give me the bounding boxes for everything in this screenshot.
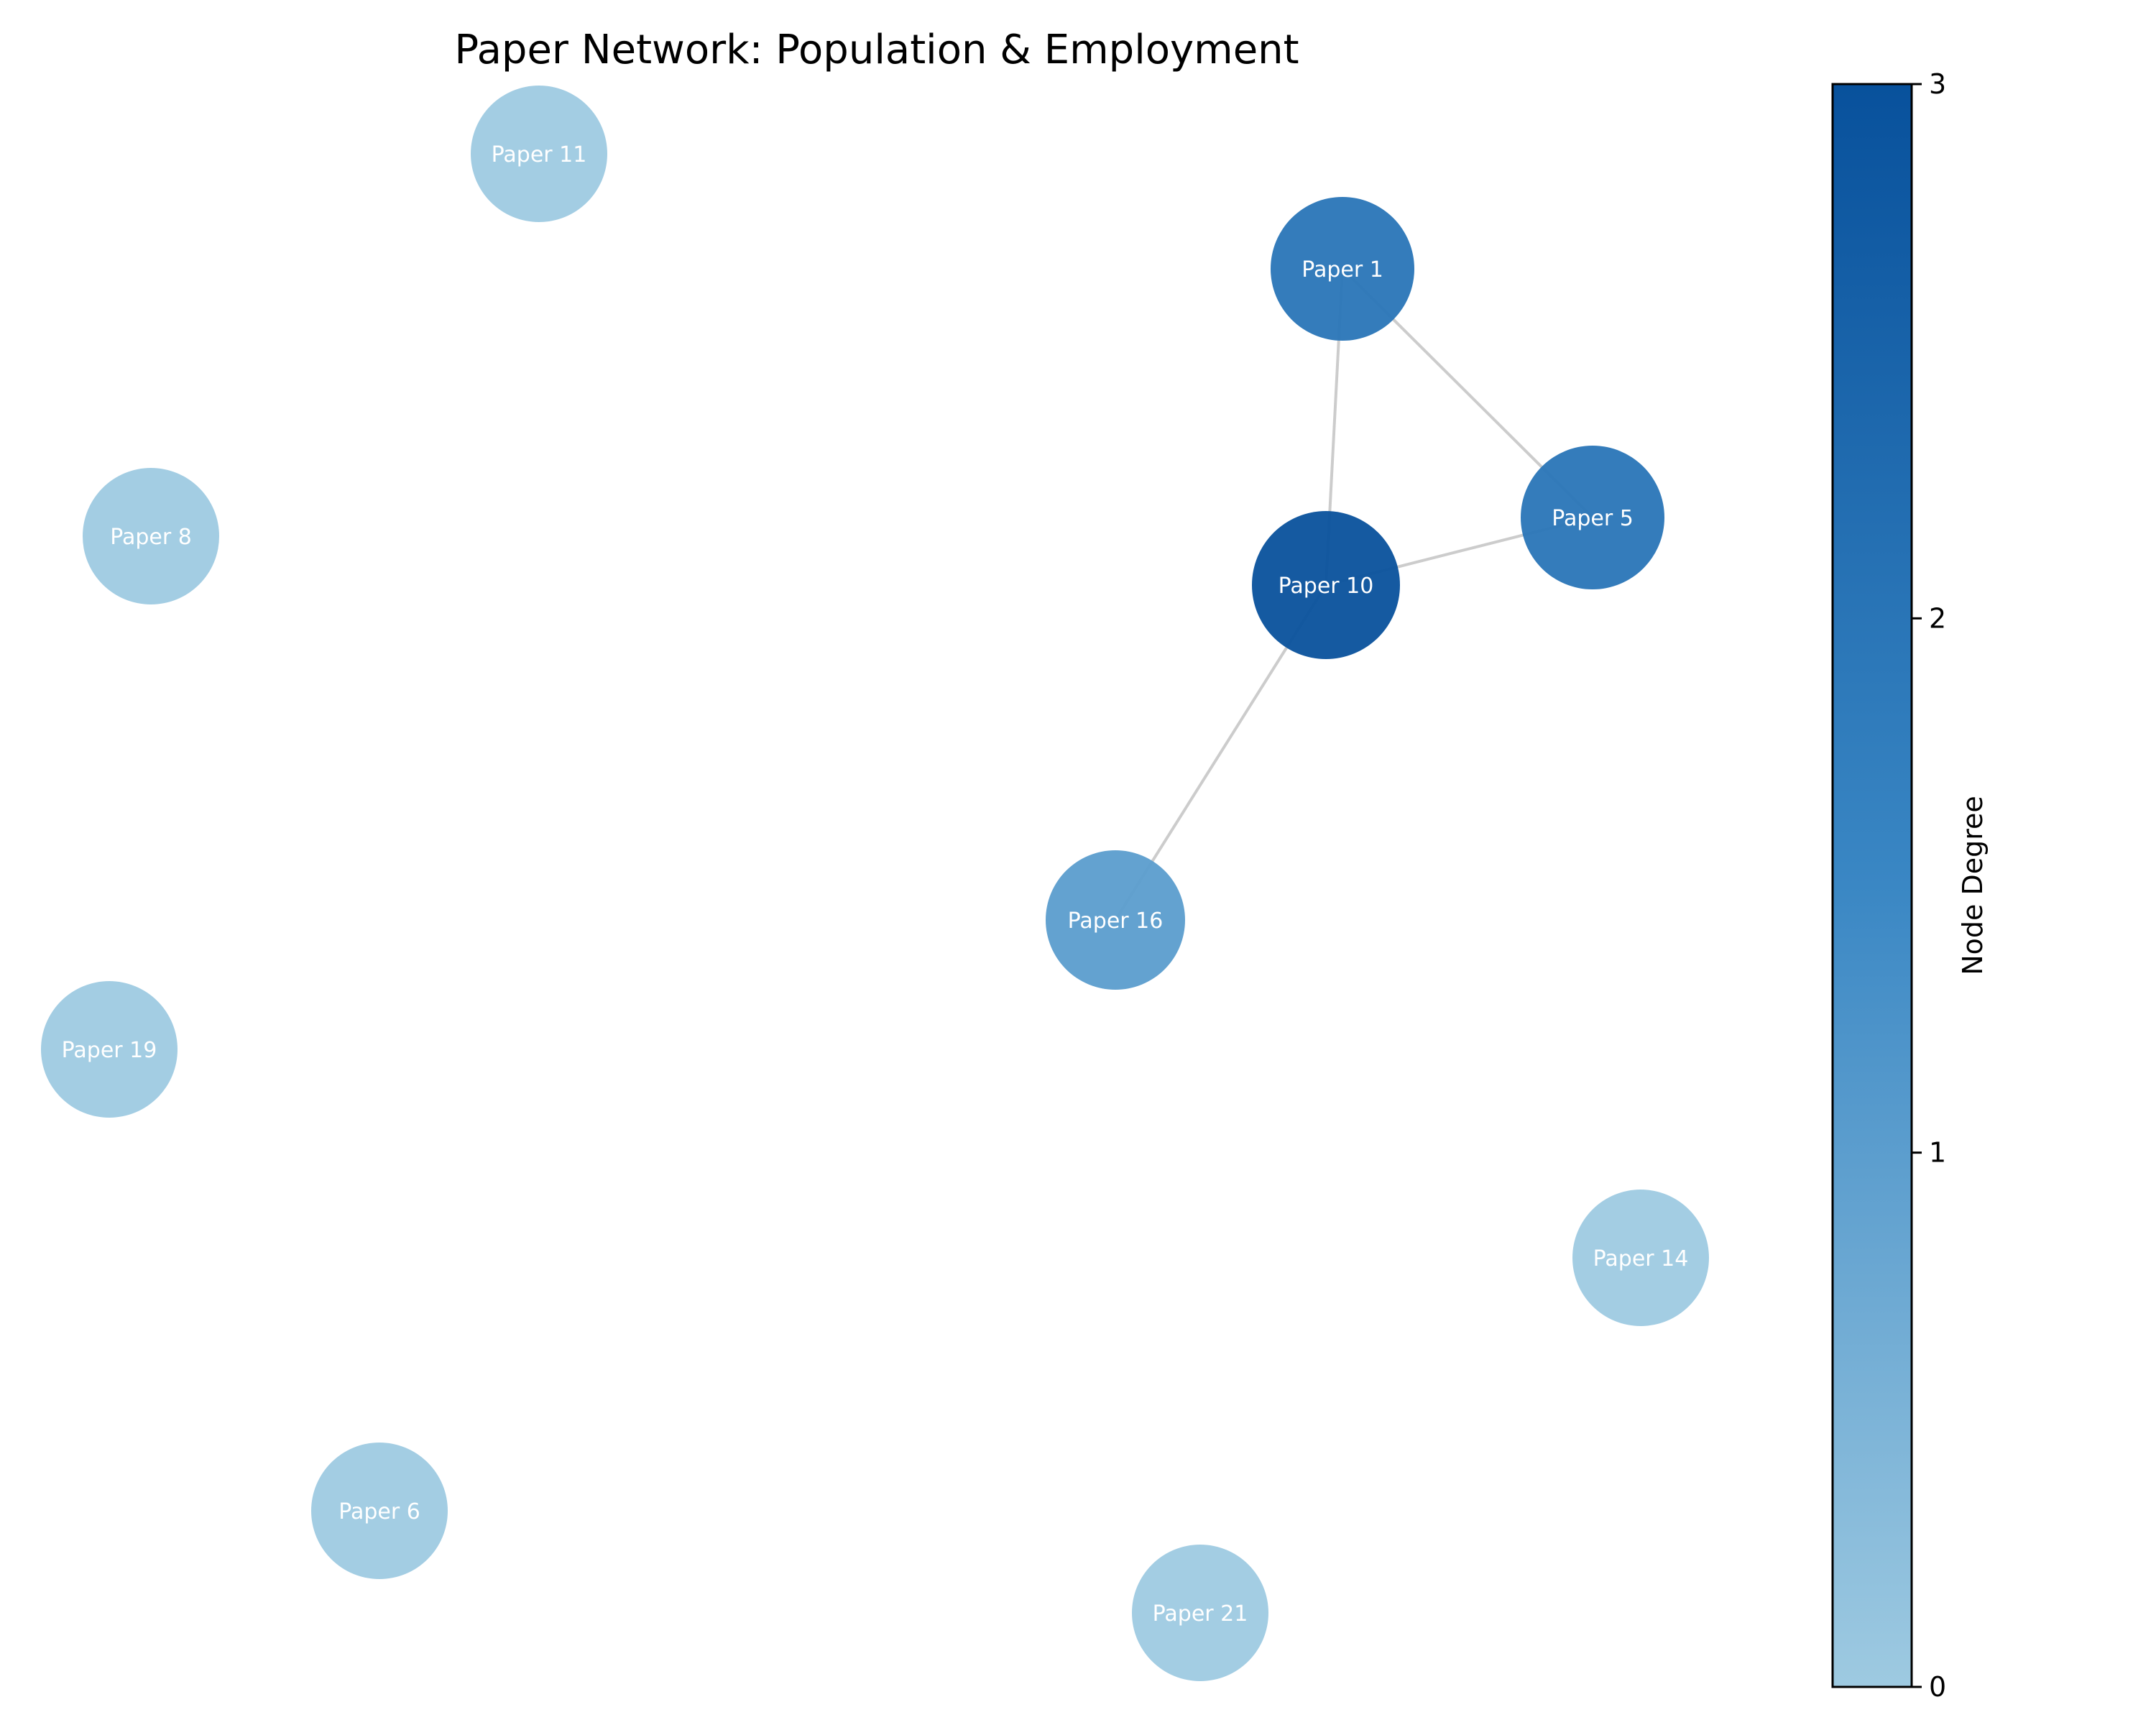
chart-title: Paper Network: Population & Employment xyxy=(454,27,1299,73)
node-circle[interactable] xyxy=(1572,1190,1709,1326)
colorbar-label: Node Degree xyxy=(1957,796,1989,975)
node-circle[interactable] xyxy=(1521,446,1664,589)
node-p10[interactable]: Paper 10 xyxy=(1252,511,1400,659)
node-p8[interactable]: Paper 8 xyxy=(83,468,219,604)
node-p21[interactable]: Paper 21 xyxy=(1132,1545,1268,1681)
node-label: Paper 21 xyxy=(1153,1601,1248,1627)
colorbar-ticks: 0 1 2 3 xyxy=(1912,68,1946,1703)
node-label: Paper 10 xyxy=(1279,574,1374,599)
colorbar-tick-label: 0 xyxy=(1929,1671,1946,1703)
node-label: Paper 14 xyxy=(1593,1246,1689,1271)
node-circle[interactable] xyxy=(83,468,219,604)
colorbar-tick-label: 2 xyxy=(1929,602,1946,634)
node-circle[interactable] xyxy=(1132,1545,1268,1681)
node-label: Paper 1 xyxy=(1302,257,1383,282)
node-p19[interactable]: Paper 19 xyxy=(41,981,178,1118)
colorbar-tick-label: 1 xyxy=(1929,1137,1946,1169)
node-p5[interactable]: Paper 5 xyxy=(1521,446,1664,589)
node-label: Paper 11 xyxy=(492,142,587,167)
node-label: Paper 19 xyxy=(62,1038,157,1063)
node-p1[interactable]: Paper 1 xyxy=(1271,197,1414,341)
node-p16[interactable]: Paper 16 xyxy=(1046,850,1185,990)
node-circle[interactable] xyxy=(471,86,607,222)
node-label: Paper 5 xyxy=(1552,506,1634,531)
node-label: Paper 6 xyxy=(338,1499,420,1524)
node-circle[interactable] xyxy=(311,1443,448,1579)
node-label: Paper 16 xyxy=(1068,908,1164,934)
colorbar-gradient xyxy=(1831,83,1913,1688)
node-p11[interactable]: Paper 11 xyxy=(471,86,607,222)
node-circle[interactable] xyxy=(1046,850,1185,990)
node-p6[interactable]: Paper 6 xyxy=(311,1443,448,1579)
node-p14[interactable]: Paper 14 xyxy=(1572,1190,1709,1326)
node-label: Paper 8 xyxy=(110,525,192,550)
colorbar-tick-label: 3 xyxy=(1929,68,1946,100)
node-circle[interactable] xyxy=(41,981,178,1118)
colorbar: 0 1 2 3 Node Degree xyxy=(1831,68,1989,1703)
node-circle[interactable] xyxy=(1271,197,1414,341)
node-circle[interactable] xyxy=(1252,511,1400,659)
nodes-layer: Paper 1 Paper 5 Paper 10 Paper 16 Paper 11 Pa… xyxy=(41,86,1709,1681)
